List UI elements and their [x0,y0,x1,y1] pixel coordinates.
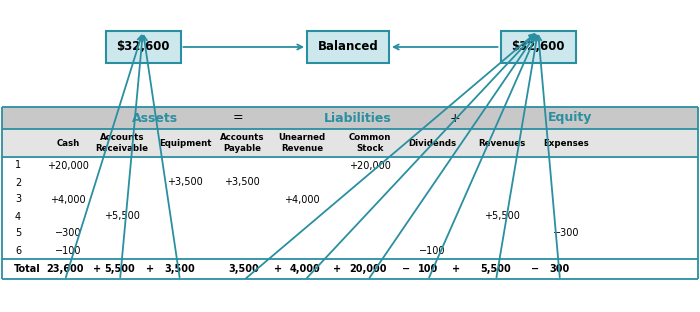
Text: Balanced: Balanced [318,41,379,53]
Text: 4,000: 4,000 [290,264,321,274]
Text: Equipment: Equipment [159,139,211,148]
Text: 20,000: 20,000 [349,264,386,274]
Text: Expenses: Expenses [543,139,589,148]
Text: −: − [402,264,410,274]
Text: Cash: Cash [57,139,80,148]
Text: +20,000: +20,000 [349,160,391,170]
Text: $32,600: $32,600 [511,41,565,53]
Text: $32,600: $32,600 [116,41,169,53]
Bar [2,129,698,157]
Text: 3,500: 3,500 [164,264,195,274]
Text: +: + [333,264,341,274]
Text: +5,500: +5,500 [484,212,520,222]
Text: −300: −300 [553,228,580,238]
Text: 3: 3 [15,194,21,204]
Text: +4,000: +4,000 [50,194,86,204]
Text: +: + [452,264,460,274]
Text: 5: 5 [15,228,21,238]
Text: +4,000: +4,000 [284,194,320,204]
Text: 100: 100 [418,264,438,274]
Bar [500,31,575,63]
Text: −300: −300 [55,228,81,238]
Text: +: + [93,264,101,274]
Text: 4: 4 [15,212,21,222]
Bar [2,107,698,129]
Text: 5,500: 5,500 [104,264,135,274]
Text: Revenues: Revenues [478,139,526,148]
Text: Common
Stock: Common Stock [349,133,391,153]
Text: 5,500: 5,500 [481,264,512,274]
Text: Accounts
Payable: Accounts Payable [220,133,265,153]
Text: Liabilities: Liabilities [324,111,392,124]
Text: 2: 2 [15,178,21,188]
Text: −100: −100 [419,246,445,256]
Bar [106,31,181,63]
Text: +5,500: +5,500 [104,212,140,222]
Text: Unearned
Revenue: Unearned Revenue [279,133,326,153]
Text: Dividends: Dividends [408,139,456,148]
Text: +3,500: +3,500 [167,178,203,188]
Bar [307,31,389,63]
Text: 1: 1 [15,160,21,170]
Bar [2,107,698,279]
Text: 3,500: 3,500 [229,264,260,274]
Text: −: − [531,264,539,274]
Text: 23,600: 23,600 [46,264,84,274]
Text: 300: 300 [550,264,570,274]
Text: +: + [449,111,461,124]
Text: =: = [232,111,244,124]
Text: +3,500: +3,500 [224,178,260,188]
Text: Accounts
Receivable: Accounts Receivable [95,133,148,153]
Text: −100: −100 [55,246,81,256]
Text: +: + [146,264,154,274]
Text: 6: 6 [15,246,21,256]
Text: Equity: Equity [548,111,592,124]
Text: Total: Total [14,264,41,274]
Text: +: + [274,264,282,274]
Text: +20,000: +20,000 [47,160,89,170]
Text: Assets: Assets [132,111,178,124]
